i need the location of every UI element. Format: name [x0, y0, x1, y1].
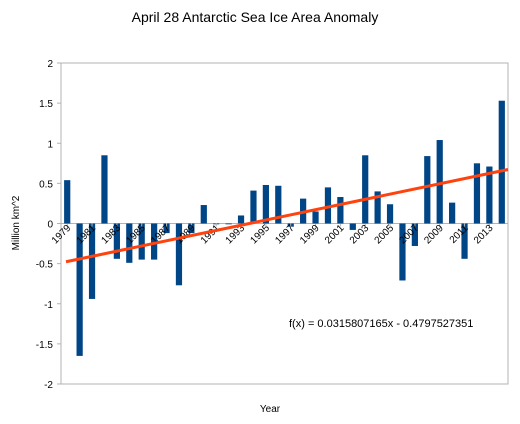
- bar-2014: [498, 100, 505, 224]
- bar-1992: [225, 223, 232, 225]
- bar-series: [64, 100, 505, 356]
- bar-1981: [88, 223, 96, 299]
- y-tick-label: 0: [47, 220, 53, 231]
- x-tick-label: 2001: [323, 223, 347, 247]
- bar-2001: [337, 197, 344, 224]
- y-tick-label: 2: [47, 59, 53, 70]
- bar-1989: [188, 223, 195, 234]
- x-tick-label: 1979: [50, 223, 74, 247]
- y-tick-label: -1: [44, 300, 53, 311]
- bar-2003: [362, 155, 369, 224]
- y-tick-label: 1: [47, 139, 53, 150]
- trendline-path: [65, 168, 509, 264]
- x-tick-label: 2009: [422, 223, 446, 247]
- bar-1988: [175, 223, 183, 286]
- y-tick-label: 0.5: [39, 179, 53, 190]
- y-tick-label: 1.5: [39, 99, 53, 110]
- bar-2010: [449, 202, 456, 224]
- bar-1984: [126, 223, 133, 263]
- x-tick-label: 2013: [472, 223, 496, 247]
- x-axis-label: Year: [260, 404, 281, 415]
- bar-1982: [101, 155, 108, 224]
- bar-2007: [411, 223, 418, 246]
- bar-1979: [64, 180, 71, 224]
- bar-2008: [424, 156, 431, 224]
- bar-1993: [237, 215, 245, 224]
- x-tick-label: 1999: [298, 223, 322, 247]
- bar-1987: [163, 223, 170, 234]
- bar-1983: [113, 223, 120, 259]
- bar-2002: [349, 223, 356, 230]
- bar-2011: [461, 223, 468, 259]
- bar-2004: [374, 191, 381, 224]
- bar-2009: [436, 140, 443, 224]
- bar-2012: [473, 163, 481, 224]
- bar-1994: [250, 190, 257, 224]
- bar-1986: [151, 223, 158, 260]
- bar-1980: [76, 223, 83, 356]
- y-tick-label: -2: [44, 380, 53, 391]
- y-axis-ticks: -2 -1.5 -1 -0.5 0 0.5 1 1.5 2: [36, 59, 61, 391]
- trendline-equation: f(x) = 0.0315807165x - 0.4797527351: [289, 318, 473, 330]
- bar-1990: [200, 205, 207, 224]
- bar-2013: [486, 166, 493, 224]
- trendline: [65, 168, 509, 264]
- chart-title: April 28 Antarctic Sea Ice Area Anomaly: [132, 9, 379, 25]
- y-axis-label: Million km^2: [11, 195, 22, 250]
- y-tick-label: -1.5: [36, 340, 54, 351]
- bar-2006: [399, 223, 406, 281]
- y-tick-label: -0.5: [36, 260, 54, 271]
- bar-1999: [312, 211, 319, 224]
- x-tick-label: 2005: [373, 223, 397, 247]
- bar-1996: [275, 185, 282, 224]
- bar-2005: [386, 204, 394, 224]
- bar-1995: [262, 184, 269, 224]
- x-tick-label: 1995: [248, 223, 272, 247]
- bar-1985: [138, 223, 145, 260]
- bar-2000: [324, 187, 332, 224]
